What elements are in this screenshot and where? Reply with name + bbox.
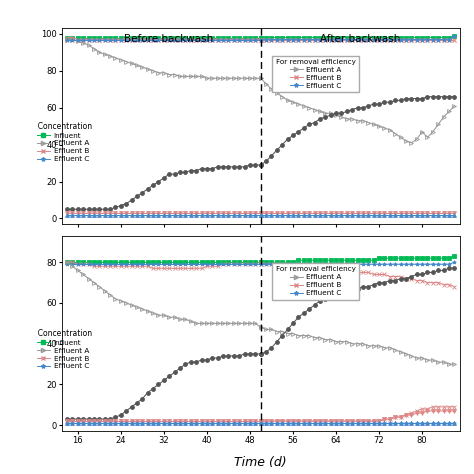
Text: After backwash: After backwash	[320, 34, 401, 44]
Text: Time (d): Time (d)	[234, 456, 287, 469]
Text: Before backwash: Before backwash	[125, 34, 214, 44]
Legend: Effluent A, Effluent B, Effluent C: Effluent A, Effluent B, Effluent C	[272, 55, 359, 92]
Legend: Effluent A, Effluent B, Effluent C: Effluent A, Effluent B, Effluent C	[272, 263, 359, 300]
